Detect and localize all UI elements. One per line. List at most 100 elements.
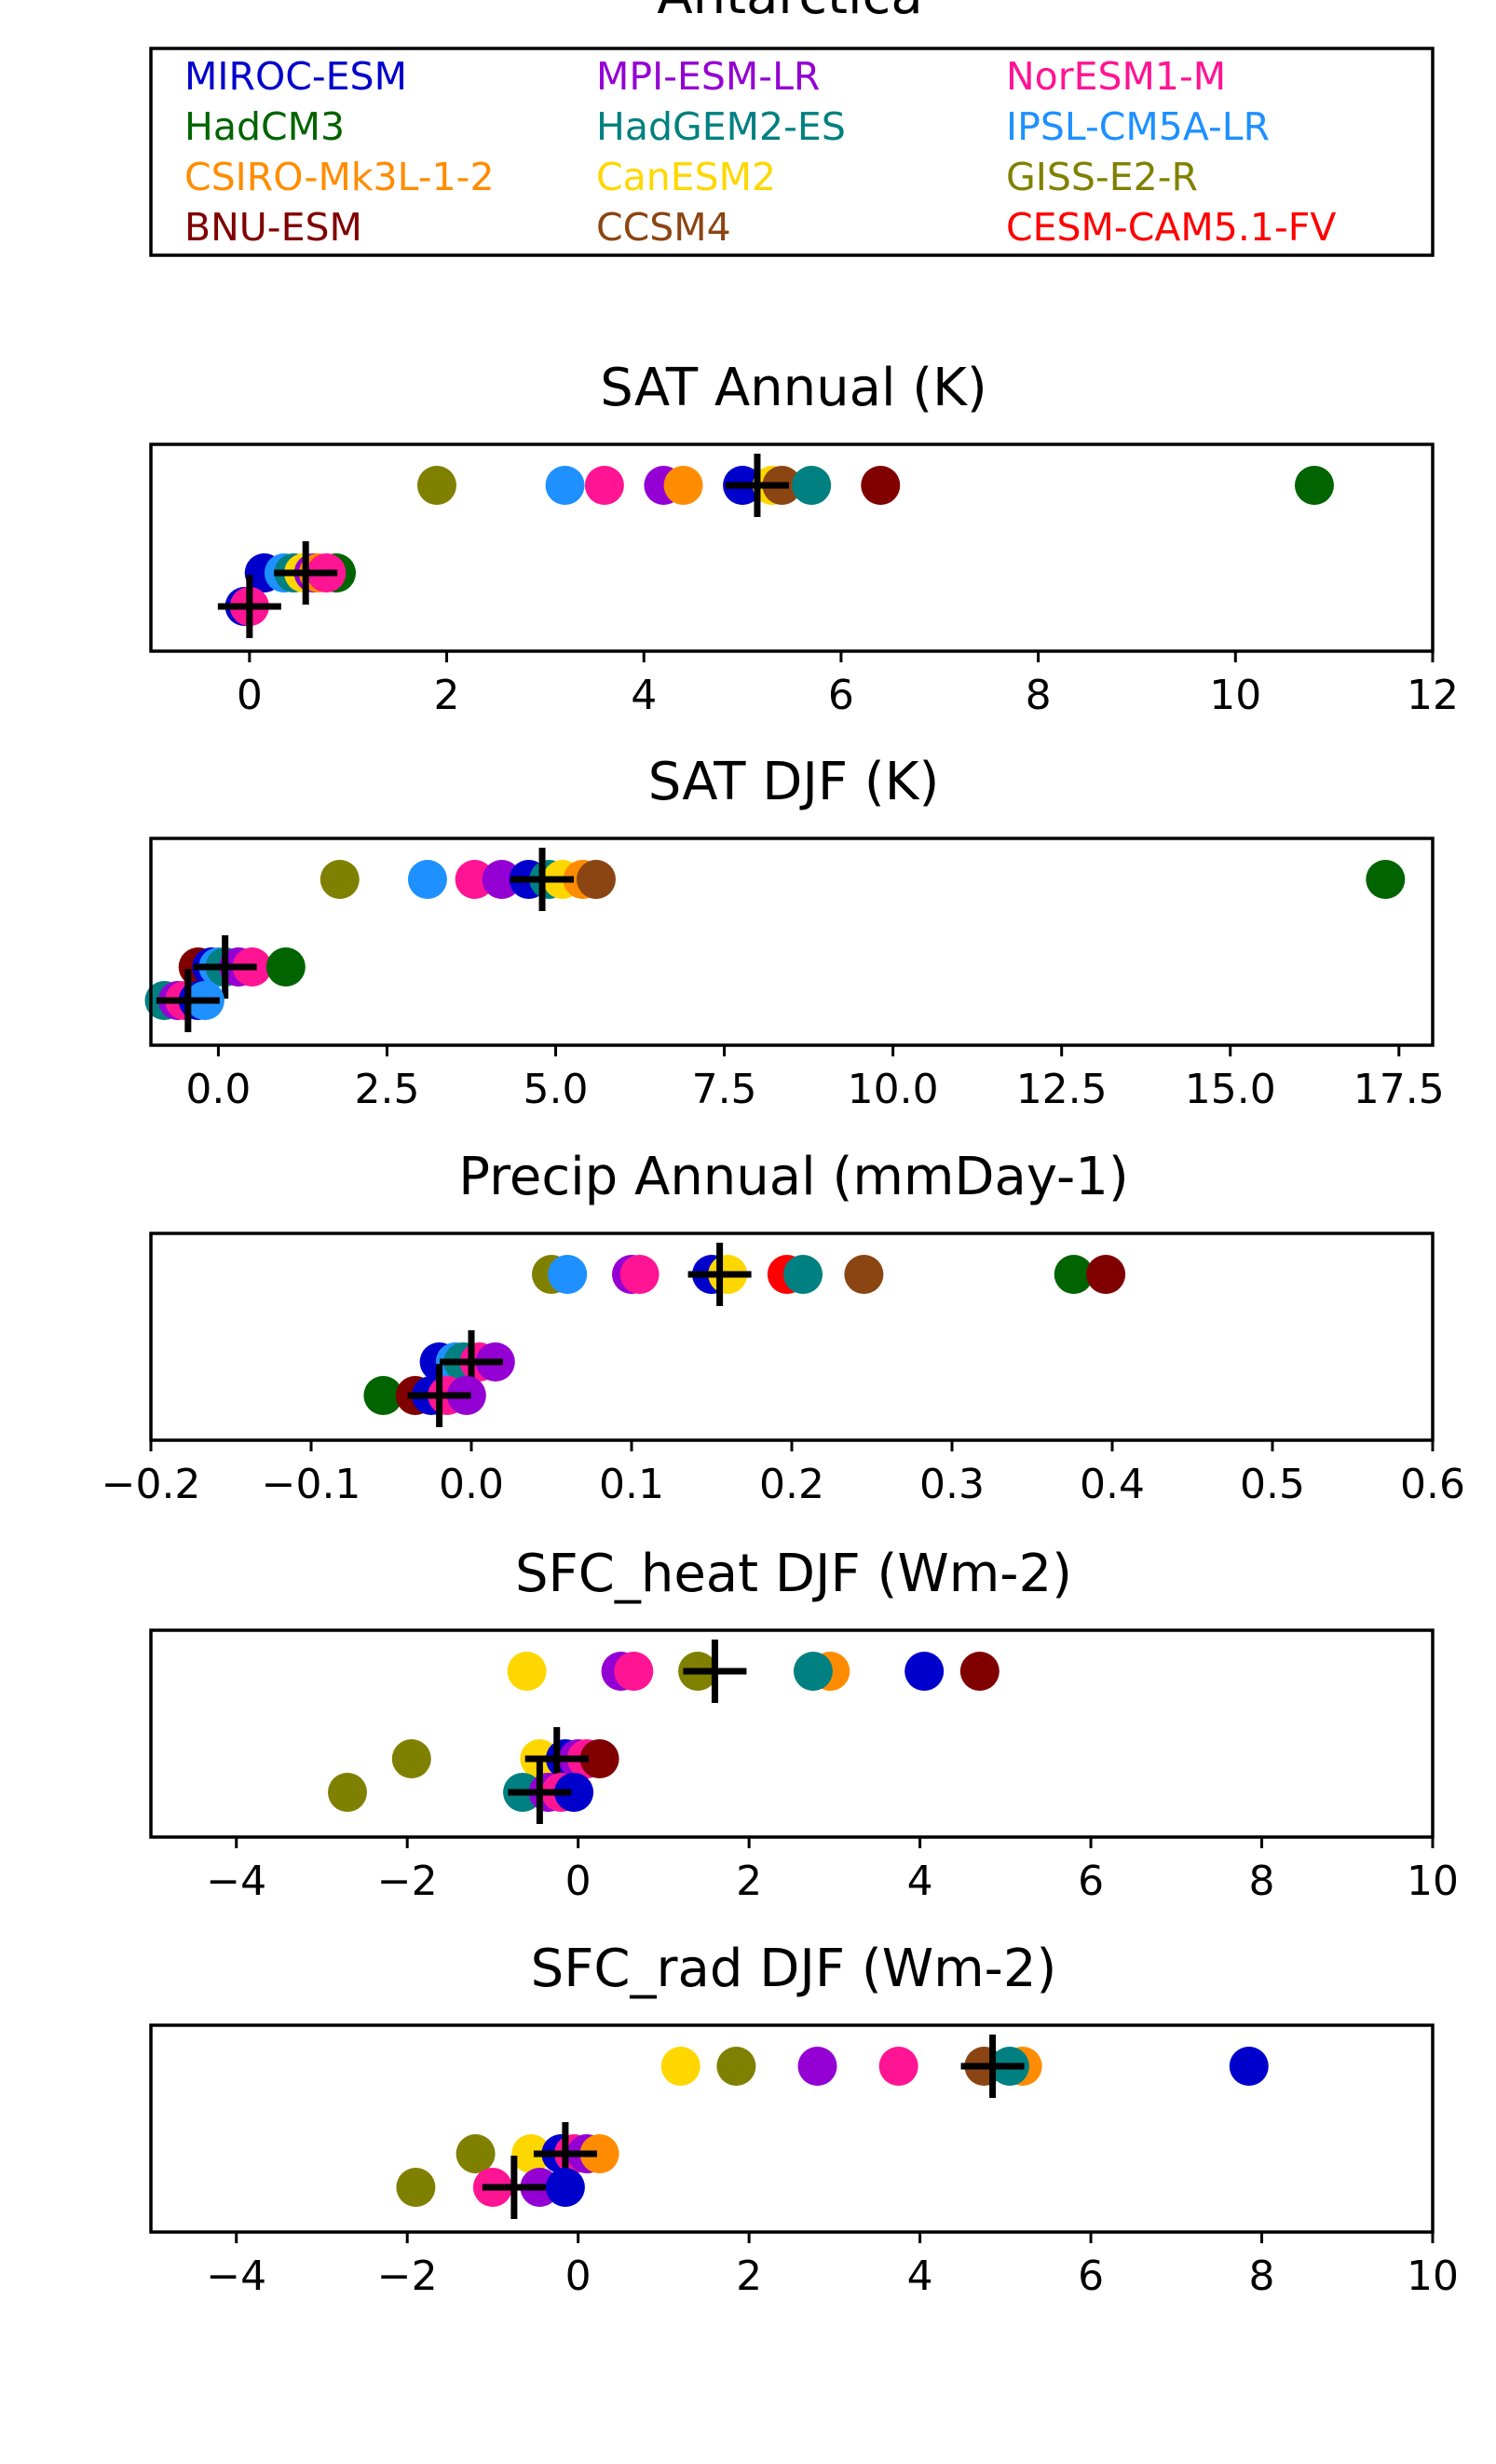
x-tick-label: 10: [1407, 2253, 1459, 2300]
data-point: [619, 1255, 660, 1294]
legend-entry: BNU-ESM: [184, 205, 362, 250]
data-point: [507, 1652, 547, 1691]
x-tick-label: 0.6: [1400, 1461, 1465, 1508]
x-tick-label: 17.5: [1353, 1066, 1445, 1113]
x-tick-label: 6: [1078, 2253, 1104, 2300]
legend-entry: HadGEM2-ES: [596, 104, 846, 149]
x-tick-label: 15.0: [1185, 1066, 1276, 1113]
data-point: [904, 1652, 945, 1691]
x-tick-label: −0.1: [262, 1461, 361, 1508]
panel: Precip Annual (mmDay-1) −0.2 −0.1 0.0 0.1 0.2…: [102, 1147, 1465, 1508]
panel-title: SFC_heat DJF (Wm-2): [515, 1544, 1072, 1604]
legend-entry: MPI-ESM-LR: [596, 54, 820, 99]
data-point: [716, 2047, 756, 2086]
data-point: [416, 466, 456, 505]
data-point: [576, 860, 616, 899]
x-tick-label: 4: [907, 1858, 933, 1905]
panel: SAT DJF (K) 0.0 2.5 5.0 7.5 10.0 12.5 15.0 17.5: [144, 752, 1445, 1113]
axes-frame: [149, 837, 1435, 1047]
data-point: [545, 466, 585, 505]
data-point: [482, 860, 522, 899]
legend-entry: NorESM1-M: [1006, 54, 1226, 99]
panel: SAT Annual (K) 0 2 4 6 8 10 12: [149, 358, 1459, 719]
x-tick-label: 0.5: [1240, 1461, 1305, 1508]
legend-entry: CSIRO-Mk3L-1-2: [184, 155, 495, 199]
x-tick-label: 0.2: [759, 1461, 824, 1508]
data-point: [959, 1652, 1000, 1691]
x-tick-label: 0: [237, 672, 263, 719]
x-tick-label: 0.4: [1080, 1461, 1145, 1508]
data-point: [265, 947, 306, 987]
data-point: [579, 1739, 619, 1778]
data-point: [584, 466, 624, 505]
x-tick-label: 12.5: [1016, 1066, 1108, 1113]
data-point: [396, 2168, 436, 2207]
x-tick-label: 10: [1407, 1858, 1459, 1905]
data-point: [614, 1652, 654, 1691]
panel: SFC_heat DJF (Wm-2) −4 −2 0 2 4 6 8 10: [149, 1544, 1459, 1905]
legend-entry: CCSM4: [596, 205, 731, 250]
figure-title: Antarctica: [657, 0, 922, 26]
x-tick-label: 2: [736, 1858, 762, 1905]
data-point: [456, 2134, 496, 2173]
data-point: [663, 466, 703, 505]
x-tick-label: 2.5: [354, 1066, 419, 1113]
axes-frame: [149, 2023, 1435, 2234]
x-tick-label: 0: [565, 1858, 592, 1905]
data-point: [363, 1376, 403, 1415]
data-point: [1054, 1255, 1094, 1294]
x-tick-label: −4: [206, 2253, 266, 2300]
panels: SAT Annual (K) 0 2 4 6 8 10 12 SAT DJF (K) 0.0 2.5…: [102, 358, 1465, 2300]
x-tick-label: −2: [377, 2253, 438, 2300]
x-tick-label: 2: [736, 2253, 762, 2300]
data-point: [1086, 1255, 1126, 1294]
x-tick-label: 8: [1026, 672, 1052, 719]
x-tick-label: 4: [907, 2253, 933, 2300]
x-tick-label: −4: [206, 1858, 266, 1905]
legend-entry: HadCM3: [184, 104, 345, 149]
x-tick-label: 0.0: [185, 1066, 251, 1113]
panel: SFC_rad DJF (Wm-2) −4 −2 0 2 4 6 8 10: [149, 1939, 1459, 2300]
legend-entry: GISS-E2-R: [1006, 155, 1198, 199]
data-point: [579, 2134, 619, 2173]
x-tick-label: −0.2: [102, 1461, 201, 1508]
legend-entry: CanESM2: [596, 155, 776, 199]
data-point: [407, 860, 447, 899]
x-tick-label: 0.1: [599, 1461, 664, 1508]
data-point: [1294, 466, 1334, 505]
x-tick-label: 6: [1078, 1858, 1104, 1905]
data-point: [1366, 860, 1406, 899]
data-point: [793, 1652, 833, 1691]
x-tick-label: 5.0: [524, 1066, 589, 1113]
legend-frame: [149, 47, 1435, 257]
data-point: [455, 860, 495, 899]
legend-entry: IPSL-CM5A-LR: [1006, 104, 1270, 149]
panel-title: Precip Annual (mmDay-1): [458, 1147, 1128, 1207]
x-tick-label: 10.0: [848, 1066, 939, 1113]
x-tick-label: 7.5: [692, 1066, 757, 1113]
data-point: [797, 2047, 837, 2086]
data-point: [783, 1255, 823, 1294]
data-point: [1229, 2047, 1269, 2086]
data-point: [792, 466, 832, 505]
data-point: [548, 1255, 588, 1294]
axes-frame: [149, 442, 1435, 653]
data-point: [660, 2047, 700, 2086]
axes-frame: [149, 1628, 1435, 1839]
x-tick-label: 2: [434, 672, 460, 719]
x-tick-label: 4: [631, 672, 657, 719]
data-point: [391, 1739, 431, 1778]
x-tick-label: 8: [1249, 2253, 1275, 2300]
legend-entry: CESM-CAM5.1-FV: [1006, 205, 1336, 250]
data-point: [320, 860, 360, 899]
panel-title: SFC_rad DJF (Wm-2): [531, 1939, 1057, 1999]
data-point: [878, 2047, 918, 2086]
x-tick-label: 0.3: [919, 1461, 985, 1508]
data-point: [511, 2134, 551, 2173]
data-point: [844, 1255, 884, 1294]
data-point: [554, 1773, 594, 1812]
x-tick-label: 8: [1249, 1858, 1275, 1905]
x-tick-label: −2: [377, 1858, 438, 1905]
data-point: [327, 1773, 367, 1812]
